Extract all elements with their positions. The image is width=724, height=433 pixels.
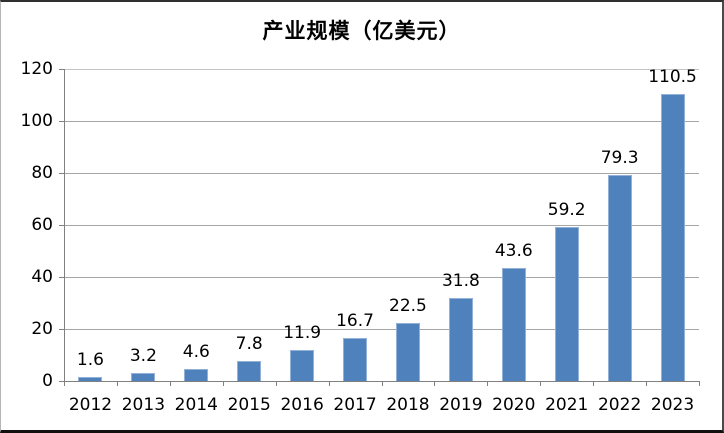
bar-2020: [501, 267, 526, 381]
y-axis-tick: [59, 277, 64, 278]
gridline: [64, 173, 699, 174]
y-tick-label: 120: [20, 59, 53, 79]
x-tick-label: 2019: [439, 395, 483, 415]
x-tick-label: 2014: [174, 395, 218, 415]
x-tick-label: 2012: [68, 395, 113, 415]
x-tick-label: 2017: [333, 395, 377, 415]
gridline: [64, 69, 699, 70]
x-axis-tick: [699, 381, 700, 386]
bar-value-label: 110.5: [648, 66, 697, 87]
x-tick-label: 2023: [650, 395, 695, 415]
y-axis-line: [64, 69, 65, 385]
y-axis-tick: [59, 173, 64, 174]
bar-value-label: 59.2: [547, 200, 586, 221]
gridline: [64, 329, 699, 330]
bar-2012: [78, 376, 103, 381]
bar-value-label: 31.8: [441, 271, 480, 292]
x-axis-tick: [434, 381, 436, 386]
gridline: [64, 121, 699, 122]
bar-value-label: 22.5: [389, 295, 427, 316]
x-tick-label: 2016: [280, 395, 324, 415]
x-tick-label: 2013: [121, 395, 166, 415]
bar-2015: [237, 360, 262, 381]
y-tick-label: 100: [20, 111, 53, 131]
x-tick-label: 2018: [386, 395, 430, 415]
y-tick-label: 0: [42, 371, 53, 391]
bar-2022: [607, 174, 632, 381]
x-axis-tick: [116, 381, 118, 386]
bar-2019: [448, 298, 473, 381]
bar-2021: [554, 227, 579, 381]
bar-2016: [290, 350, 315, 381]
x-axis-tick: [381, 381, 383, 386]
x-axis-tick: [275, 381, 277, 386]
gridline: [64, 225, 699, 226]
bar-value-label: 16.7: [336, 310, 374, 331]
bar-2017: [343, 337, 368, 381]
bar-value-label: 4.6: [182, 342, 210, 363]
bar-value-label: 43.6: [494, 240, 533, 261]
gridline: [64, 277, 699, 278]
x-axis-tick: [222, 381, 224, 386]
bar-2014: [184, 369, 209, 381]
y-axis-tick: [59, 225, 64, 226]
bar-value-label: 11.9: [283, 323, 322, 344]
x-tick-label: 2022: [597, 395, 642, 415]
x-axis-tick: [487, 381, 489, 386]
y-tick-label: 80: [31, 163, 53, 183]
bar-2013: [131, 372, 156, 381]
bar-value-label: 7.8: [235, 333, 263, 354]
bar-value-label: 3.2: [129, 345, 157, 366]
bar-value-label: 79.3: [600, 147, 639, 168]
y-tick-label: 20: [31, 319, 53, 339]
x-axis-tick: [540, 381, 542, 386]
y-tick-label: 40: [31, 267, 53, 287]
y-axis-tick: [59, 381, 64, 382]
bar-value-label: 1.6: [76, 349, 104, 370]
chart-title: 产业规模（亿美元）: [262, 19, 461, 43]
y-axis-tick: [59, 69, 64, 70]
x-axis-tick: [593, 381, 595, 386]
x-axis-tick: [328, 381, 330, 386]
x-tick-label: 2021: [545, 395, 589, 415]
y-axis-tick: [59, 121, 64, 122]
y-tick-label: 60: [31, 215, 53, 235]
bar-2023: [660, 93, 685, 381]
x-axis-tick: [64, 381, 65, 386]
x-axis-tick: [646, 381, 648, 386]
y-axis-tick: [59, 329, 64, 330]
x-axis-tick: [169, 381, 171, 386]
x-tick-label: 2015: [227, 395, 271, 415]
x-tick-label: 2020: [492, 395, 536, 415]
bar-2018: [395, 322, 420, 381]
